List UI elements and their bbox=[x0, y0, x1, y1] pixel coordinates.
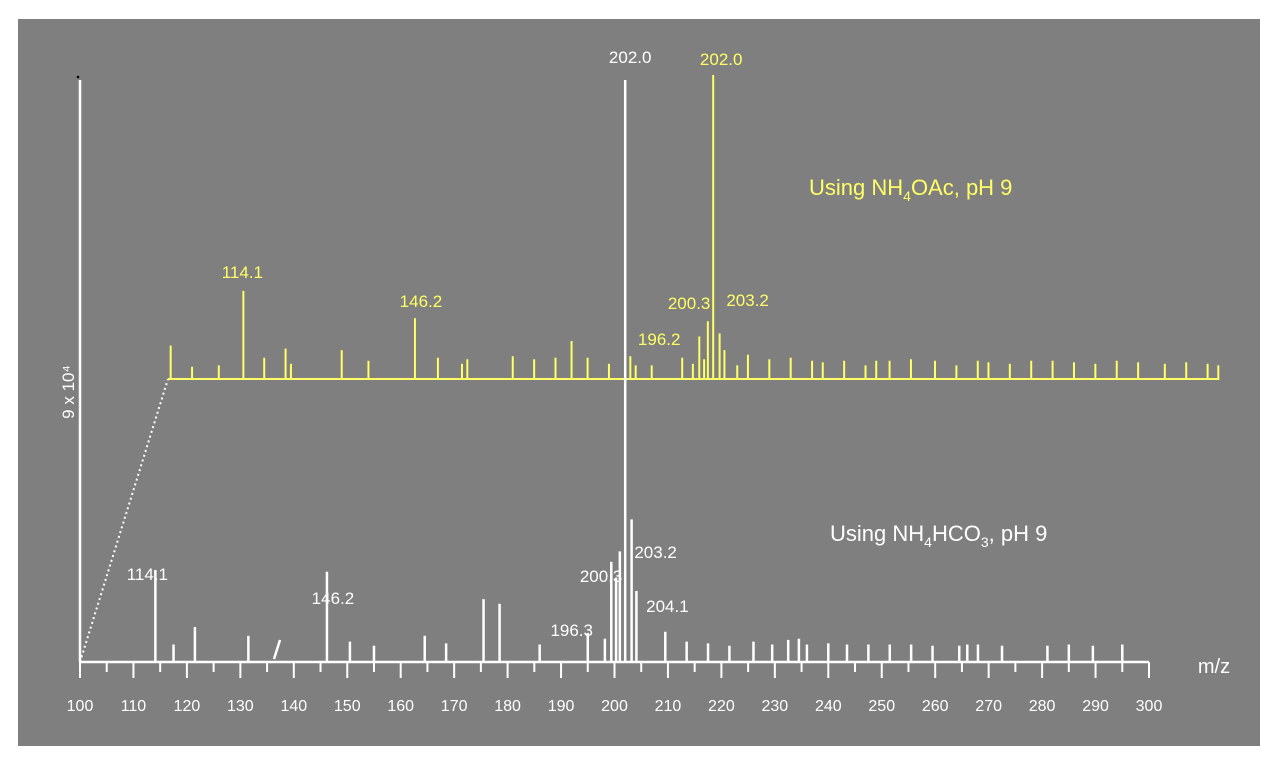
x-tick-label: 110 bbox=[121, 698, 147, 715]
x-tick-label: 260 bbox=[922, 698, 949, 715]
y-axis-top-dot bbox=[76, 75, 80, 79]
x-tick-label: 120 bbox=[174, 698, 201, 715]
back-spectrum bbox=[168, 75, 1220, 380]
axis-break-mark bbox=[272, 639, 282, 660]
x-tick-label: 190 bbox=[548, 698, 575, 715]
labels: 114.1 146.2 196.3 200.3 202.0 203.2 204.1 114.1… bbox=[127, 48, 769, 640]
x-axis-label: m/z bbox=[1198, 656, 1230, 678]
x-tick-label: 270 bbox=[975, 698, 1002, 715]
x-tick-label: 230 bbox=[761, 698, 788, 715]
legend-back-series: Using NH4OAc, pH 9 bbox=[809, 175, 1012, 204]
front-spectrum bbox=[154, 80, 1124, 662]
x-tick-label: 140 bbox=[280, 698, 307, 715]
back-peak-label: 203.2 bbox=[726, 291, 769, 310]
x-tick-label: 130 bbox=[227, 698, 254, 715]
y-axis-label: 9 x 10⁴ bbox=[59, 365, 78, 419]
back-peak-label: 200.3 bbox=[668, 294, 711, 313]
legend-text-part: 4 bbox=[903, 188, 911, 204]
legend-text-part: 4 bbox=[924, 534, 932, 550]
front-peak-label: 114.1 bbox=[127, 565, 168, 584]
x-tick-label: 290 bbox=[1082, 698, 1109, 715]
x-tick-label: 210 bbox=[655, 698, 682, 715]
x-tick-label: 200 bbox=[601, 698, 628, 715]
legend-text-part: 3 bbox=[981, 534, 989, 550]
perspective-connector bbox=[79, 378, 169, 663]
legend-text-part: Using NH bbox=[809, 175, 903, 200]
x-tick-label: 250 bbox=[868, 698, 895, 715]
axes: 100 110 120 130 140 150 160 170 180 190 200 210 220 2… bbox=[67, 75, 1163, 715]
back-peak-label: 202.0 bbox=[700, 50, 743, 69]
legend-text-part: , pH 9 bbox=[989, 521, 1048, 546]
legend-text-part: OAc, pH 9 bbox=[911, 175, 1012, 200]
x-tick-label: 240 bbox=[815, 698, 842, 715]
back-peak-label: 146.2 bbox=[400, 292, 443, 311]
legend-text-part: Using NH bbox=[830, 521, 924, 546]
x-tick-label: 180 bbox=[494, 698, 521, 715]
x-tick-label: 160 bbox=[387, 698, 414, 715]
x-tick-label: 100 bbox=[67, 698, 94, 715]
x-tick-label: 280 bbox=[1029, 698, 1056, 715]
back-peak-label: 114.1 bbox=[222, 263, 263, 282]
x-tick-label: 300 bbox=[1136, 698, 1163, 715]
front-peak-label: 146.2 bbox=[312, 589, 355, 608]
front-peak-label: 196.3 bbox=[550, 621, 593, 640]
mass-spectrum-chart: 100 110 120 130 140 150 160 170 180 190 200 210 220 2… bbox=[59, 48, 1230, 715]
front-peak-label: 202.0 bbox=[609, 48, 652, 67]
legend-front-series: Using NH4HCO3, pH 9 bbox=[830, 521, 1047, 550]
x-tick-label: 220 bbox=[708, 698, 735, 715]
legend-text-part: HCO bbox=[932, 521, 981, 546]
x-tick-label: 150 bbox=[334, 698, 361, 715]
front-peak-label: 204.1 bbox=[646, 597, 689, 616]
front-peak-label: 203.2 bbox=[634, 543, 677, 562]
chart-panel: 100 110 120 130 140 150 160 170 180 190 200 210 220 2… bbox=[18, 19, 1260, 746]
x-tick-label: 170 bbox=[441, 698, 468, 715]
back-peak-label: 196.2 bbox=[638, 330, 681, 349]
front-peak-label: 200.3 bbox=[580, 567, 623, 586]
